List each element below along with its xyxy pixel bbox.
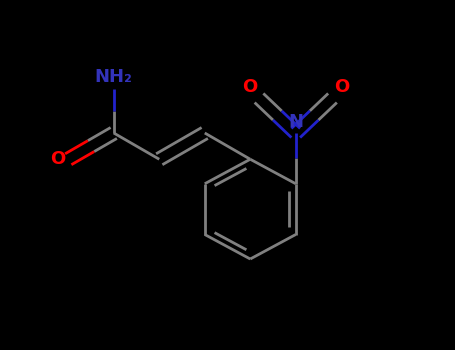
Text: O: O — [242, 78, 257, 96]
Text: NH₂: NH₂ — [95, 69, 133, 86]
Text: O: O — [50, 150, 66, 168]
Text: O: O — [334, 78, 349, 96]
Text: N: N — [288, 113, 303, 131]
